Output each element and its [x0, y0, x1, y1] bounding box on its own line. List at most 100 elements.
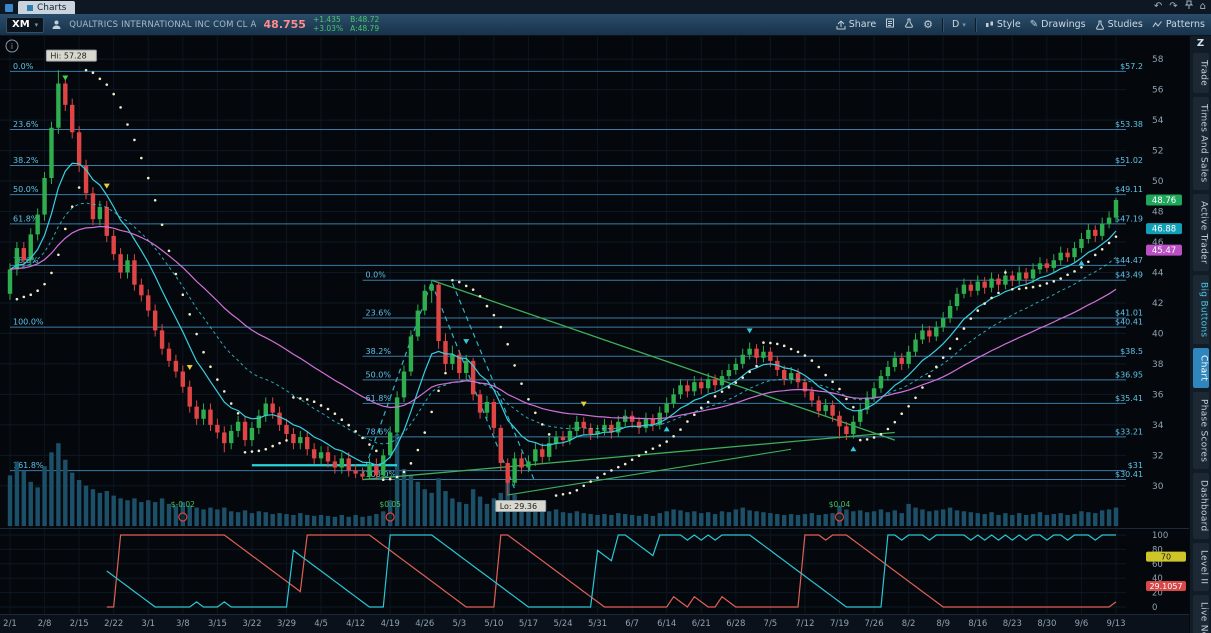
date-tick-label: 2/22 [104, 619, 124, 629]
redo-icon[interactable]: ↷ [1169, 0, 1178, 12]
date-tick-label: 4/19 [380, 619, 400, 629]
style-icon [985, 21, 993, 27]
svg-text:$0.05: $0.05 [379, 500, 401, 509]
svg-text:50.0%: 50.0% [13, 185, 39, 194]
date-tick-label: 2/8 [37, 619, 52, 629]
date-tick-label: 3/15 [207, 619, 227, 629]
date-tick-label: 4/26 [415, 619, 435, 629]
price-chart-canvas[interactable]: 0.0% $57.2 23.6% $53.38 38.2% $51.02 50.0% $49.… [0, 36, 1189, 528]
pin-icon[interactable] [1184, 0, 1193, 13]
svg-text:50.0%: 50.0% [366, 370, 392, 379]
date-tick-label: 8/16 [968, 619, 988, 629]
sidebar-tab-big-buttons[interactable]: Big Buttons [1192, 274, 1209, 344]
home-icon[interactable]: ⌂ [1199, 0, 1206, 12]
svg-text:0.0%: 0.0% [366, 271, 387, 280]
sidebar-tab-times-and-sales[interactable]: Times And Sales [1192, 97, 1209, 190]
date-tick-label: 5/3 [452, 619, 467, 629]
beaker-icon[interactable] [904, 18, 914, 31]
svg-text:56: 56 [1152, 86, 1164, 96]
drawings-button[interactable]: ✎ Drawings [1030, 19, 1086, 30]
date-tick-label: 5/17 [518, 619, 538, 629]
lower-axis: 100 80 60 40 20 0 [1152, 531, 1168, 613]
indicator-panel-canvas[interactable]: 100 80 60 40 20 0 70 29.1057 [0, 528, 1189, 614]
patterns-button[interactable]: Patterns [1152, 19, 1205, 30]
svg-text:$44.47: $44.47 [1115, 256, 1143, 265]
style-button[interactable]: Style [985, 19, 1021, 30]
svg-text:78.6%: 78.6% [13, 256, 39, 265]
share-button[interactable]: Share [836, 19, 876, 30]
svg-text:$53.38: $53.38 [1115, 120, 1143, 129]
pencil-icon: ✎ [1029, 19, 1039, 30]
svg-text:23.6%: 23.6% [13, 120, 39, 129]
date-tick-label: 7/5 [763, 619, 778, 629]
svg-text:$40.41: $40.41 [1115, 318, 1143, 327]
sidebar-tab-dashboard[interactable]: Dashboard [1192, 473, 1209, 539]
gadget-collapse-icon[interactable]: Z [1196, 38, 1205, 49]
svg-text:29.1057: 29.1057 [1149, 582, 1182, 591]
svg-text:$38.5: $38.5 [1120, 347, 1143, 356]
svg-text:0.0%: 0.0% [13, 62, 34, 71]
share-label: Share [848, 19, 877, 30]
timeframe-button[interactable]: D ▾ [952, 19, 966, 30]
date-tick-label: 4/5 [314, 619, 328, 629]
svg-text:45.47: 45.47 [1152, 246, 1176, 256]
date-tick-label: 8/30 [1037, 619, 1057, 629]
svg-text:$47.19: $47.19 [1115, 214, 1143, 223]
svg-text:48.76: 48.76 [1152, 196, 1176, 206]
tab-charts-label: Charts [37, 2, 67, 13]
timeframe-caret: ▾ [962, 20, 966, 29]
chart-info-icon[interactable]: i [5, 39, 19, 53]
date-tick-label: 2/15 [69, 619, 89, 629]
date-tick-label: 9/13 [1106, 619, 1126, 629]
sidebar-tab-phase-scores[interactable]: Phase Scores [1192, 392, 1209, 470]
gadget-tab-list: Trade Times And Sales Active Trader Big But… [1190, 53, 1211, 633]
symbol-dropdown-caret: ▾ [34, 20, 39, 29]
studies-label: Studies [1107, 19, 1143, 30]
svg-text:46.88: 46.88 [1152, 225, 1176, 235]
bid-value: B:48.72 [350, 15, 380, 25]
date-tick-label: 6/28 [726, 619, 746, 629]
parabolic-sar-layer [15, 68, 1118, 497]
svg-text:$31: $31 [1128, 461, 1143, 470]
notes-icon[interactable] [885, 18, 895, 31]
date-tick-label: 9/6 [1074, 619, 1089, 629]
last-price: 48.755 [263, 18, 306, 31]
svg-text:46: 46 [1152, 238, 1164, 248]
drawings-label: Drawings [1041, 19, 1086, 30]
sidebar-tab-live-news[interactable]: Live News [1192, 595, 1209, 633]
time-axis[interactable]: 2/1 2/8 2/15 2/22 3/1 3/8 3/15 3/22 3/29 4/5 4/12 4… [0, 614, 1189, 633]
svg-text:$49.11: $49.11 [1115, 185, 1143, 194]
sidebar-tab-trade[interactable]: Trade [1192, 53, 1209, 94]
share-icon [836, 20, 846, 29]
app-logo-icon [5, 4, 13, 12]
settings-gear-icon[interactable]: ⚙ [923, 18, 934, 31]
svg-text:$41.01: $41.01 [1115, 309, 1143, 318]
studies-button[interactable]: Studies [1095, 19, 1143, 30]
svg-text:$51.02: $51.02 [1115, 156, 1143, 165]
svg-text:100.0%: 100.0% [13, 318, 44, 327]
user-icon[interactable] [51, 15, 62, 34]
tab-charts[interactable]: Charts [18, 1, 76, 14]
svg-text:70: 70 [1161, 553, 1171, 562]
undo-icon[interactable]: ↶ [1153, 0, 1163, 12]
sidebar-tab-active-trader[interactable]: Active Trader [1192, 193, 1209, 271]
symbol-input[interactable]: XM ▾ [6, 16, 45, 33]
price-axis: 58 56 54 52 50 48 46 44 42 40 38 36 34 32 30 [1152, 55, 1164, 492]
svg-text:58: 58 [1152, 55, 1164, 65]
aroon-lines-layer [106, 534, 1117, 608]
svg-text:20: 20 [1152, 589, 1163, 599]
volume-layer [7, 434, 1119, 526]
date-tick-label: 8/9 [936, 619, 951, 629]
svg-text:38.2%: 38.2% [366, 347, 392, 356]
symbol-text: XM [12, 19, 30, 30]
sidebar-tab-level-ii[interactable]: Level II [1192, 542, 1209, 592]
svg-text:34: 34 [1152, 421, 1164, 431]
date-tick-label: 3/1 [141, 619, 156, 629]
svg-text:0: 0 [1152, 603, 1157, 613]
svg-text:61.8%: 61.8% [366, 394, 392, 403]
moving-average-layer [9, 162, 1117, 466]
price-badge-layer: 48.76 46.88 45.47 [1146, 194, 1182, 256]
sidebar-tab-chart[interactable]: Chart [1192, 347, 1209, 389]
svg-text:161.8%: 161.8% [13, 461, 44, 470]
date-tick-label: 5/31 [588, 619, 608, 629]
